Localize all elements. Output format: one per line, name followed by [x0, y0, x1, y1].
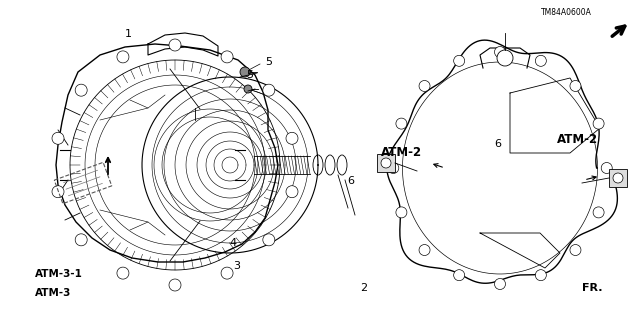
- Circle shape: [240, 67, 250, 77]
- Circle shape: [396, 118, 407, 129]
- Text: 3: 3: [234, 260, 241, 271]
- Circle shape: [396, 207, 407, 218]
- Text: 2: 2: [360, 283, 367, 293]
- Circle shape: [169, 279, 181, 291]
- Text: 5: 5: [246, 70, 253, 80]
- Circle shape: [263, 84, 275, 96]
- Text: 1: 1: [125, 28, 132, 39]
- Circle shape: [221, 267, 233, 279]
- Circle shape: [381, 158, 391, 168]
- Text: ATM-3: ATM-3: [35, 288, 72, 298]
- Text: 6: 6: [495, 139, 502, 149]
- Circle shape: [535, 55, 547, 66]
- Circle shape: [613, 173, 623, 183]
- Bar: [609, 169, 627, 187]
- Circle shape: [117, 51, 129, 63]
- Circle shape: [244, 85, 252, 93]
- Circle shape: [117, 267, 129, 279]
- Circle shape: [495, 46, 506, 58]
- Circle shape: [601, 163, 612, 173]
- Text: ATM-2: ATM-2: [557, 133, 598, 146]
- Text: 5: 5: [266, 57, 273, 68]
- Circle shape: [75, 84, 87, 96]
- Circle shape: [454, 270, 465, 281]
- Text: 4: 4: [229, 238, 236, 248]
- Circle shape: [75, 234, 87, 246]
- Text: TM84A0600A: TM84A0600A: [541, 8, 591, 17]
- Text: ATM-2: ATM-2: [381, 146, 422, 158]
- Circle shape: [169, 39, 181, 51]
- Circle shape: [221, 51, 233, 63]
- Circle shape: [419, 244, 430, 256]
- Circle shape: [570, 80, 581, 92]
- Circle shape: [52, 132, 64, 144]
- Circle shape: [497, 50, 513, 66]
- Circle shape: [593, 118, 604, 129]
- Circle shape: [419, 80, 430, 92]
- Circle shape: [263, 234, 275, 246]
- Circle shape: [495, 278, 506, 290]
- Text: 6: 6: [348, 176, 355, 186]
- Circle shape: [570, 244, 581, 256]
- Circle shape: [286, 132, 298, 144]
- Circle shape: [593, 207, 604, 218]
- Circle shape: [52, 186, 64, 198]
- Text: FR.: FR.: [582, 283, 603, 293]
- Bar: [377, 154, 395, 172]
- Circle shape: [388, 163, 399, 173]
- Circle shape: [535, 270, 547, 281]
- Text: ATM-3-1: ATM-3-1: [35, 268, 83, 279]
- Circle shape: [454, 55, 465, 66]
- Circle shape: [286, 186, 298, 198]
